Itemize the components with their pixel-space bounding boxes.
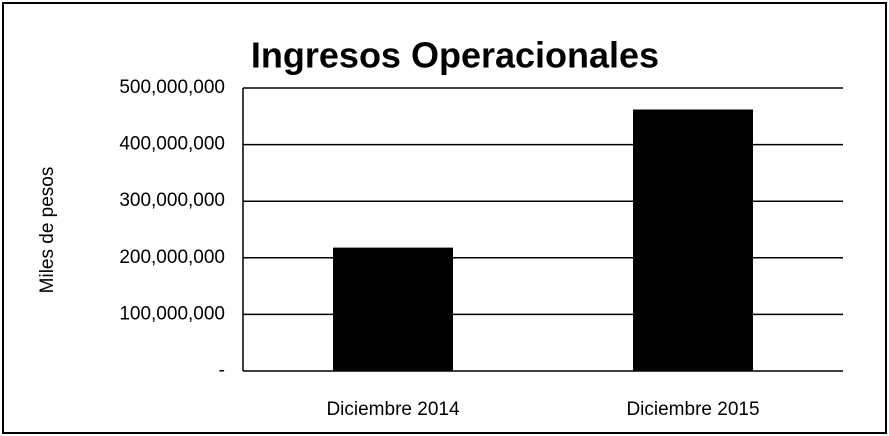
y-tick-label: 500,000,000 [119,77,225,98]
y-tick-label: - [219,360,225,381]
x-tick-label: Diciembre 2015 [626,399,759,420]
y-tick-label: 200,000,000 [119,247,225,268]
y-tick-label: 300,000,000 [119,190,225,211]
x-tick-label: Diciembre 2014 [326,399,459,420]
y-axis-label: Miles de pesos [37,167,58,294]
y-tick-label: 400,000,000 [119,134,225,155]
bar [633,109,753,372]
chart-title: Ingresos Operacionales [251,35,659,76]
bar [333,247,453,371]
y-tick-label: 100,000,000 [119,303,225,324]
